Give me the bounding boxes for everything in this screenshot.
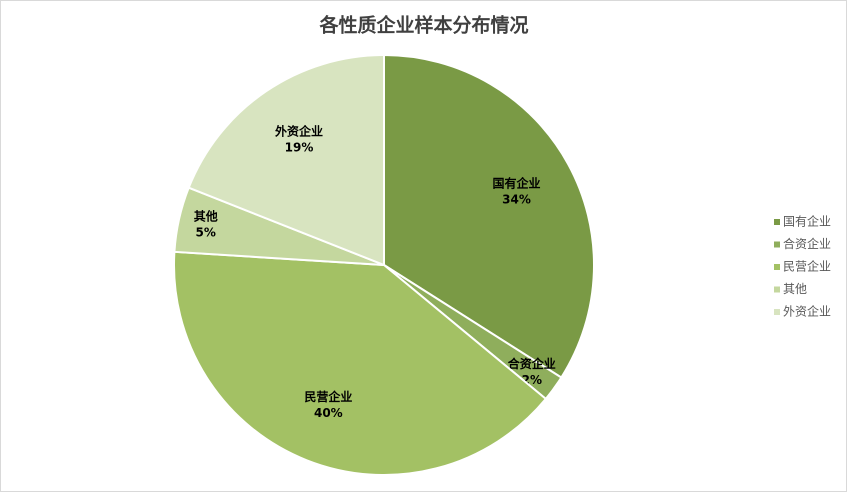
data-label-name: 外资企业: [275, 123, 323, 138]
data-label-value: 19%: [285, 140, 314, 154]
legend-swatch: [774, 286, 780, 293]
legend-swatch: [774, 219, 780, 225]
legend-swatch: [774, 264, 780, 270]
chart-title: 各性质企业样本分布情况: [318, 14, 528, 37]
pie-slice: [187, 53, 385, 267]
data-label-value: 5%: [196, 226, 216, 240]
legend-label: 民营企业: [783, 259, 831, 274]
data-label-value: 40%: [314, 406, 343, 420]
data-label-name: 国有企业: [492, 176, 540, 191]
data-label-name: 民营企业: [304, 389, 352, 404]
legend-swatch: [774, 241, 780, 248]
data-label-name: 其他: [194, 209, 218, 224]
legend-label: 其他: [783, 282, 807, 296]
legend-label: 外资企业: [783, 304, 831, 319]
data-label-value: 34%: [502, 193, 531, 207]
legend-label: 国有企业: [783, 214, 831, 229]
legend-swatch: [774, 309, 780, 315]
pie-slice: [173, 250, 548, 476]
legend-label: 合资企业: [783, 236, 831, 251]
data-label-name: 合资企业: [508, 356, 556, 371]
pie-slice: [383, 53, 595, 379]
